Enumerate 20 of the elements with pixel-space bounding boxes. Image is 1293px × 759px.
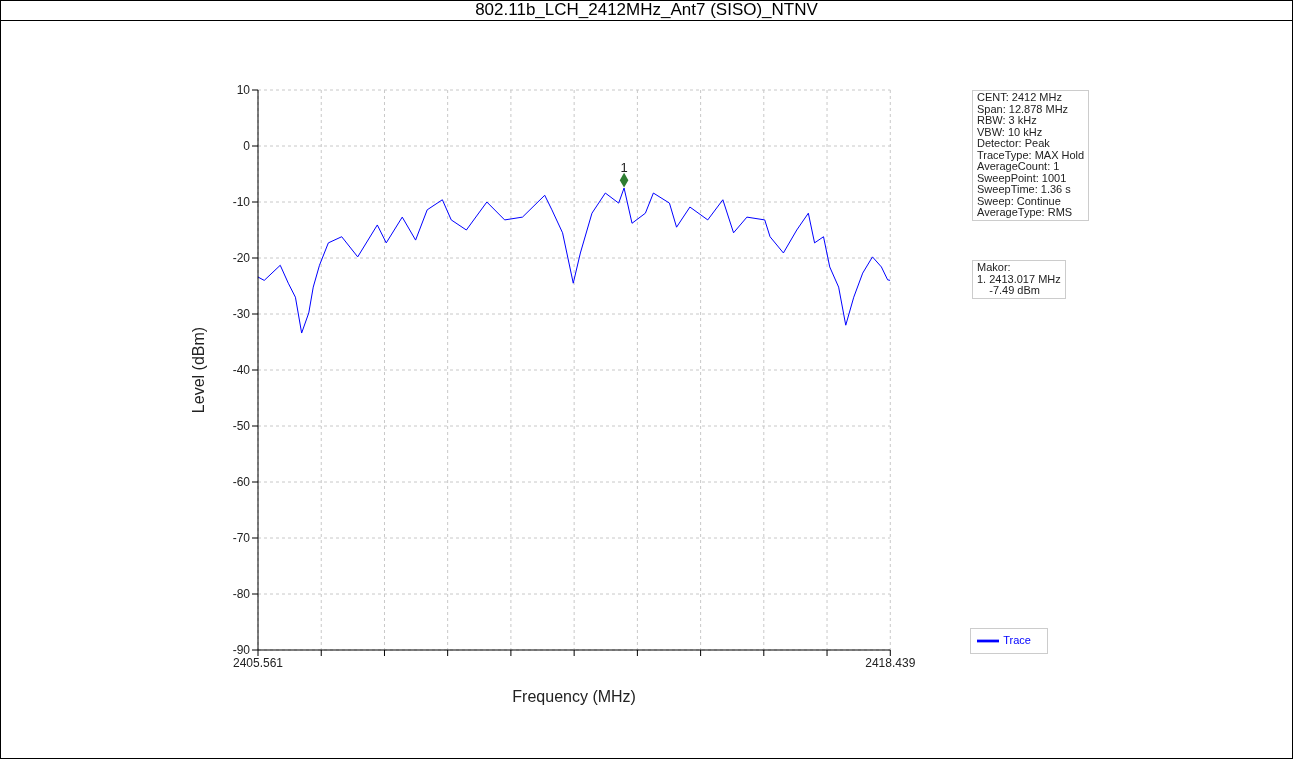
chart-title: 802.11b_LCH_2412MHz_Ant7 (SISO)_NTNV — [0, 0, 1293, 21]
series-label: 1 — [620, 159, 628, 175]
legend-label: Trace — [1003, 633, 1031, 646]
text: Makor: 1. 2413.017 MHz -7.49 dBm — [972, 260, 1066, 299]
y-tick-label: -50 — [232, 419, 251, 434]
y-tick-label: -10 — [232, 195, 251, 210]
y-tick-label: 10 — [236, 83, 251, 98]
text: CENT: 2412 MHz Span: 12.878 MHz RBW: 3 kHz VBW: 10 kHz Detector: Peak TraceType: MAX Hold AverageCount: 1 SweepPoint: 1001 SweepTime: 1.36 s Sweep: Continue AverageType: RMS — [977, 91, 1085, 218]
y-tick-label: 0 — [243, 139, 251, 154]
y-tick-label: -60 — [232, 475, 251, 490]
x-tick-label: 2418.439 — [865, 655, 916, 670]
x-axis-title: Frequency (MHz) — [512, 688, 636, 705]
y-axis-title: Level (dBm) — [189, 326, 207, 414]
y-tick-label: -40 — [232, 363, 251, 378]
y-tick-label: -90 — [232, 643, 251, 658]
y-tick-label: -70 — [232, 531, 251, 546]
y-tick-label: -80 — [232, 587, 251, 602]
x-tick-label: 2405.561 — [232, 655, 284, 670]
y-tick-label: -30 — [232, 307, 251, 322]
y-tick-label: -20 — [232, 251, 251, 266]
